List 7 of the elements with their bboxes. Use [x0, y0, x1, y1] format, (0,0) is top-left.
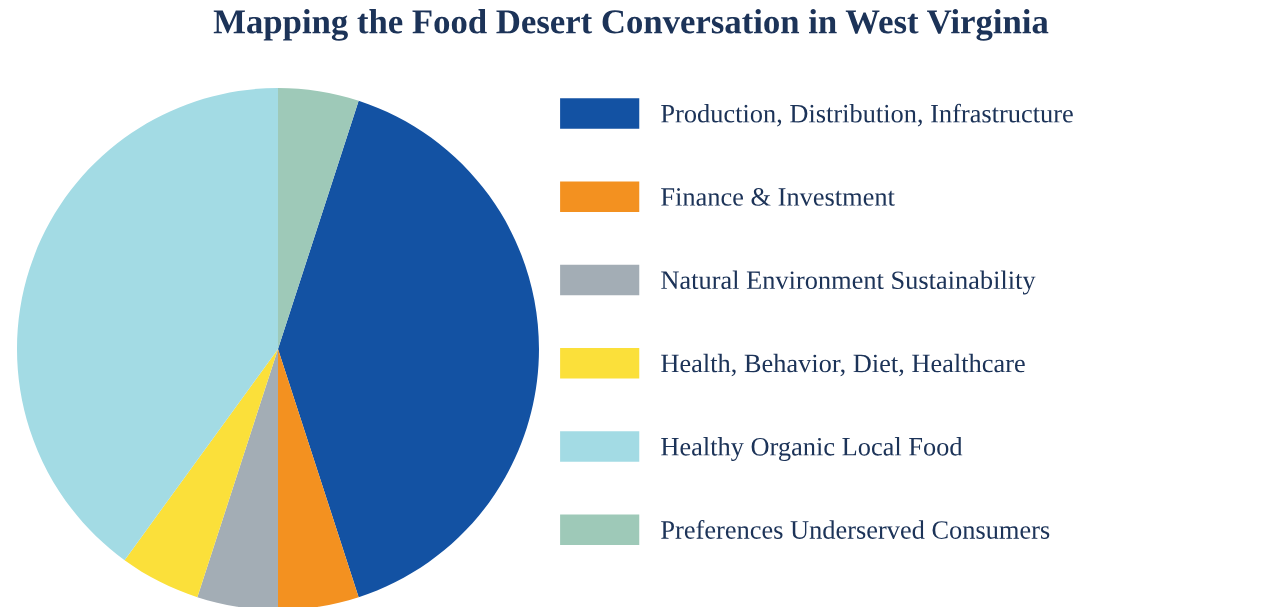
- legend-label: Finance & Investment: [661, 188, 895, 206]
- chart-title: Mapping the Food Desert Conversation in West Virginia: [213, 9, 1049, 41]
- legend-label: Preferences Underserved Consumers: [661, 520, 1050, 539]
- legend-label: Health, Behavior, Diet, Healthcare: [661, 353, 1025, 377]
- legend-label: Production, Distribution, Infrastructure: [661, 103, 1073, 127]
- legend-label: Healthy Organic Local Food: [661, 437, 963, 462]
- legend-label: Natural Environment Sustainability: [661, 270, 1036, 295]
